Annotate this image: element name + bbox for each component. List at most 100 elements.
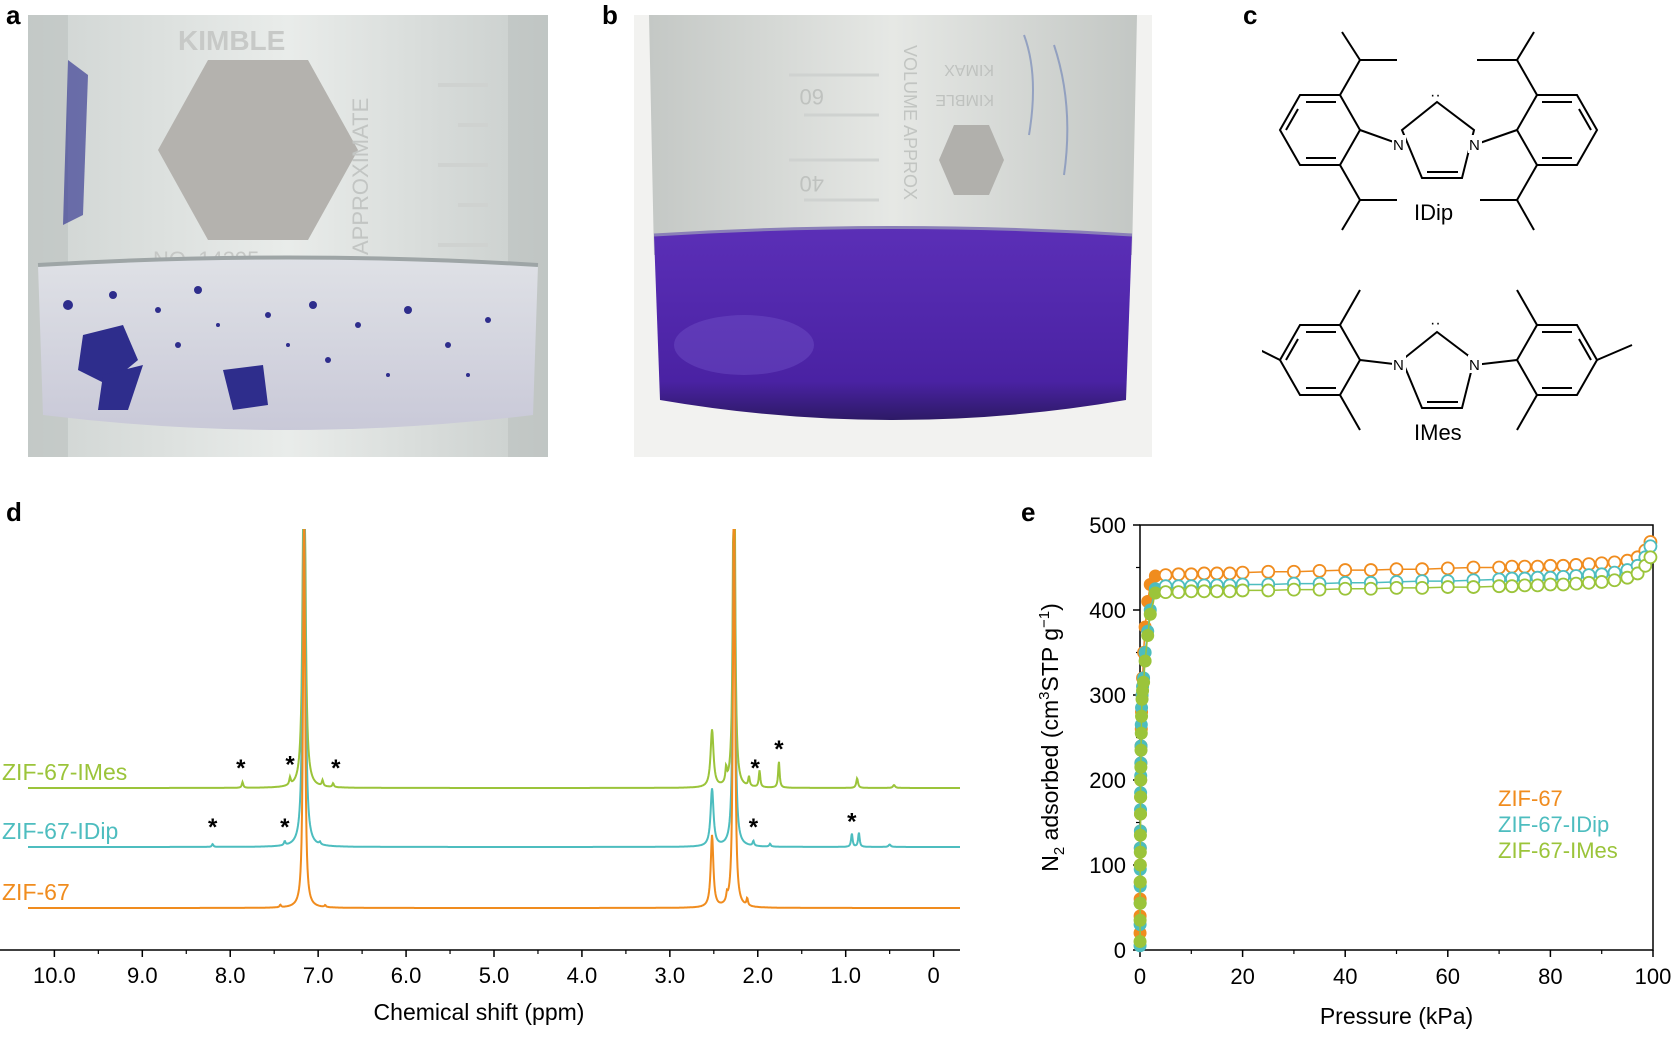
iso-y-tick-label: 500 xyxy=(1089,513,1126,538)
nmr-trace-zif-67 xyxy=(28,529,960,909)
iso-point xyxy=(1517,578,1532,593)
iso-point xyxy=(1184,567,1199,582)
photo-a-brand: KIMBLE xyxy=(178,25,285,56)
iso-y-tick-label: 100 xyxy=(1089,853,1126,878)
iso-point xyxy=(1210,566,1224,581)
iso-point xyxy=(1643,550,1658,565)
idip-carbene-dots: ·· xyxy=(1430,87,1441,104)
iso-point xyxy=(1133,935,1147,948)
hexagon-label-b xyxy=(939,125,1004,195)
nmr-series-label: ZIF-67-IMes xyxy=(2,759,127,785)
iso-point xyxy=(1569,576,1583,591)
imes-label: IMes xyxy=(1414,420,1462,445)
nmr-asterisk: * xyxy=(331,755,341,782)
iso-point xyxy=(1312,564,1327,578)
iso-point xyxy=(1137,675,1151,689)
iso-point xyxy=(1138,654,1152,668)
nmr-series-label: ZIF-67-IDip xyxy=(2,818,118,844)
iso-point xyxy=(1505,559,1519,574)
iso-point xyxy=(1286,582,1301,597)
iso-x-tick-label: 80 xyxy=(1538,964,1562,989)
iso-point xyxy=(1222,566,1237,581)
iso-y-tick-label: 400 xyxy=(1089,598,1126,623)
photo-a-approx: APPROXIMATE xyxy=(348,98,373,255)
nmr-asterisk: * xyxy=(774,736,784,763)
iso-point xyxy=(1363,581,1378,596)
panel-label-e: e xyxy=(1021,497,1036,527)
iso-point xyxy=(1530,578,1545,593)
iso-point xyxy=(1235,583,1250,598)
photo-a-crystals-in-jar: KIMBLE APPROXIMATE NO. 14395 xyxy=(28,15,548,457)
nmr-x-tick-label: 9.0 xyxy=(127,963,158,988)
iso-point xyxy=(1171,567,1186,582)
nmr-x-tick-label: 5.0 xyxy=(479,963,510,988)
iso-point xyxy=(1543,558,1558,573)
iso-point xyxy=(1133,858,1147,872)
nmr-chart: 10.0 9.0 8.0 7.0 6.0 5.0 4.0 3.0 2.0 1.0 0 Chemical… xyxy=(0,529,960,1025)
iso-x-tick-label: 40 xyxy=(1333,964,1357,989)
iso-point xyxy=(1312,582,1327,597)
photo-b-mark-60: 60 xyxy=(800,84,824,109)
iso-x-axis-label: Pressure (kPa) xyxy=(1320,1003,1473,1029)
nmr-asterisk: * xyxy=(285,752,295,779)
idip-n-right: N xyxy=(1469,137,1480,154)
imes-structure xyxy=(1262,289,1633,431)
iso-point xyxy=(1158,585,1173,600)
nmr-x-tick-label: 0 xyxy=(927,963,939,988)
iso-point xyxy=(1133,875,1147,889)
iso-y-axis-label-part: −1 xyxy=(1036,611,1053,628)
panel-label-d: d xyxy=(6,497,22,527)
iso-line-zif-67-idip xyxy=(1139,545,1652,946)
iso-point xyxy=(1235,565,1250,580)
iso-y-axis-label-part: STP g xyxy=(1037,628,1063,692)
nmr-asterisk: * xyxy=(847,808,857,835)
iso-point xyxy=(1338,563,1353,577)
panel-label-b: b xyxy=(602,0,618,30)
iso-point xyxy=(1286,564,1301,579)
chemical-structures: N N ·· IDip N N ·· IMes xyxy=(1262,31,1633,445)
iso-point xyxy=(1133,913,1147,927)
nmr-asterisk: * xyxy=(208,814,218,841)
panel-label-c: c xyxy=(1243,0,1258,30)
iso-point xyxy=(1134,807,1148,821)
iso-y-axis-label-part: ) xyxy=(1037,603,1063,611)
iso-point xyxy=(1389,581,1404,595)
iso-point xyxy=(1134,760,1148,774)
iso-point xyxy=(1197,584,1212,599)
nmr-asterisk: * xyxy=(280,814,290,841)
nmr-series-label: ZIF-67 xyxy=(2,879,70,905)
iso-point xyxy=(1338,581,1353,596)
iso-y-axis-label-part: 3 xyxy=(1036,691,1053,699)
imes-n-left: N xyxy=(1393,357,1404,374)
iso-legend-entry: ZIF-67-IMes xyxy=(1498,838,1618,863)
iso-point xyxy=(1171,585,1186,600)
nmr-x-tick-label: 2.0 xyxy=(742,963,773,988)
iso-point xyxy=(1440,561,1455,576)
nmr-trace-zif-67-idip xyxy=(28,529,960,848)
iso-legend-entry: ZIF-67 xyxy=(1498,786,1563,811)
iso-point xyxy=(1261,564,1276,579)
iso-point xyxy=(1133,845,1147,859)
iso-point xyxy=(1543,577,1558,592)
iso-y-axis-label-part: N xyxy=(1037,855,1063,872)
iso-point xyxy=(1197,566,1212,581)
iso-point xyxy=(1492,560,1507,575)
iso-y-axis-label-part: 2 xyxy=(1051,847,1068,855)
iso-point xyxy=(1466,580,1481,594)
iso-point xyxy=(1415,581,1430,595)
iso-point xyxy=(1141,629,1155,642)
nmr-asterisk: * xyxy=(236,755,246,782)
iso-point xyxy=(1466,560,1481,575)
iso-point xyxy=(1594,575,1609,589)
panel-label-a: a xyxy=(6,0,21,30)
nmr-x-tick-label: 3.0 xyxy=(655,963,686,988)
nmr-asterisk: * xyxy=(750,755,760,782)
iso-point xyxy=(1133,896,1147,910)
iso-point xyxy=(1134,743,1148,757)
iso-point xyxy=(1607,573,1622,588)
nmr-x-tick-label: 7.0 xyxy=(303,963,334,988)
iso-point xyxy=(1134,790,1148,804)
iso-point xyxy=(1134,726,1148,740)
iso-y-tick-label: 0 xyxy=(1114,938,1126,963)
iso-point xyxy=(1581,575,1596,590)
